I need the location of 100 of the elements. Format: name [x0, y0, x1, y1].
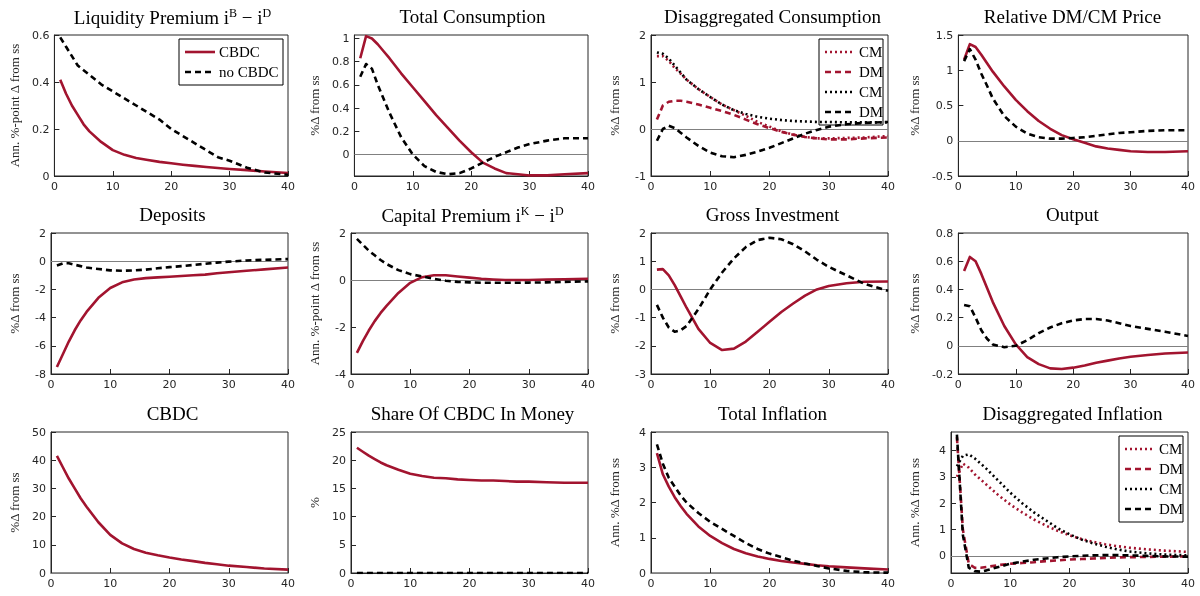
y-tick-label: 0 [639, 122, 646, 136]
x-tick-label: 20 [762, 180, 777, 193]
y-tick-label: 0.4 [935, 282, 954, 296]
x-tick-label: 40 [881, 378, 895, 391]
x-tick-label: 30 [522, 180, 537, 193]
x-tick-label: 20 [1062, 577, 1077, 590]
x-tick-label: 10 [103, 378, 118, 391]
y-axis-title: %Δ from ss [7, 273, 22, 334]
y-tick-label: 0 [339, 273, 346, 287]
x-tick-label: 10 [1003, 577, 1018, 590]
x-tick-label: 10 [103, 577, 118, 590]
legend-label: DM [1159, 501, 1184, 517]
x-tick-label: 10 [405, 180, 420, 193]
chart-title: Deposits [139, 204, 206, 225]
y-tick-label: 0 [639, 282, 646, 296]
x-tick-label: 20 [762, 577, 777, 590]
x-tick-label: 40 [581, 180, 595, 193]
y-tick-label: 3 [939, 470, 946, 484]
y-tick-label: 0.8 [331, 55, 350, 69]
y-tick-label: 2 [639, 28, 646, 42]
y-tick-label: 4 [639, 425, 646, 439]
y-axis-title: Ann. %-point Δ from ss [7, 43, 22, 168]
x-tick-label: 30 [1121, 577, 1136, 590]
y-axis-title: %Δ from ss [307, 75, 322, 136]
y-tick-label: -2 [35, 282, 46, 296]
y-tick-label: 25 [332, 425, 346, 439]
x-tick-label: 20 [162, 577, 177, 590]
y-tick-label: -6 [35, 339, 46, 353]
x-tick-label: 10 [703, 180, 718, 193]
y-tick-label: -1 [635, 311, 646, 325]
y-tick-label: 1 [342, 31, 350, 45]
y-tick-label: 0 [339, 566, 346, 580]
legend-label: DM [859, 64, 884, 80]
y-tick-label: 0.8 [935, 226, 954, 240]
y-tick-label: 50 [32, 425, 46, 439]
x-tick-label: 10 [1008, 180, 1023, 193]
y-tick-label: -0.5 [931, 169, 954, 183]
y-tick-label: 1 [946, 63, 954, 77]
y-tick-label: 2 [339, 226, 346, 240]
y-tick-label: 0 [42, 169, 50, 183]
x-tick-label: 20 [1066, 180, 1081, 193]
y-tick-label: 0.5 [935, 99, 954, 112]
y-tick-label: 0 [342, 148, 350, 162]
y-axis-title: %Δ from ss [607, 75, 622, 136]
chart-title: Disaggregated Inflation [982, 403, 1163, 424]
y-tick-label: -2 [335, 320, 346, 334]
x-tick-label: 10 [105, 180, 120, 193]
x-tick-label: 20 [162, 378, 177, 391]
y-tick-label: -2 [635, 339, 646, 353]
y-axis-title: Ann. %Δ from ss [607, 457, 622, 548]
x-tick-label: 0 [647, 577, 655, 590]
x-tick-label: 30 [521, 577, 536, 590]
x-tick-label: 40 [1181, 180, 1195, 193]
y-tick-label: 0.4 [31, 75, 50, 89]
x-tick-label: 0 [954, 180, 962, 193]
x-tick-label: 20 [1066, 378, 1081, 391]
x-tick-label: 30 [821, 577, 836, 590]
chart-title: Disaggregated Consumption [664, 6, 882, 27]
y-tick-label: 4 [939, 443, 946, 457]
y-tick-label: 0.6 [331, 78, 350, 92]
x-tick-label: 10 [703, 577, 718, 590]
x-tick-label: 40 [881, 577, 895, 590]
legend-label: CBDC [219, 44, 260, 60]
y-tick-label: 40 [32, 453, 46, 467]
y-tick-label: -4 [335, 367, 346, 381]
x-tick-label: 10 [703, 378, 718, 391]
y-axis-title: %Δ from ss [607, 273, 622, 334]
x-tick-label: 40 [281, 378, 295, 391]
x-tick-label: 30 [1123, 378, 1138, 391]
y-tick-label: 20 [332, 453, 346, 467]
chart-title: Gross Investment [705, 204, 840, 225]
legend-label: CM [859, 44, 883, 60]
y-tick-label: 2 [939, 496, 946, 510]
y-tick-label: 0 [946, 339, 954, 353]
y-tick-label: 0 [946, 134, 954, 148]
chart-title: Relative DM/CM Price [983, 6, 1162, 27]
x-tick-label: 0 [647, 180, 655, 193]
y-tick-label: -4 [35, 311, 46, 325]
y-tick-label: 1 [639, 75, 646, 89]
y-tick-label: 2 [639, 226, 646, 240]
legend-label: CM [1159, 441, 1183, 457]
y-tick-label: 0 [939, 549, 946, 563]
x-tick-label: 10 [403, 577, 418, 590]
y-tick-label: 10 [332, 510, 346, 524]
chart-title: Output [1046, 204, 1100, 225]
x-tick-label: 40 [1181, 577, 1195, 590]
x-tick-label: 0 [50, 180, 58, 193]
x-tick-label: 20 [462, 378, 477, 391]
x-tick-label: 40 [1181, 378, 1195, 391]
y-axis-title: Ann. %-point Δ from ss [307, 241, 322, 366]
x-tick-label: 40 [581, 577, 595, 590]
y-tick-label: 0.6 [31, 28, 50, 42]
y-axis-title: % [307, 496, 322, 508]
y-tick-label: 0 [639, 566, 646, 580]
y-tick-label: 1 [639, 531, 646, 545]
y-axis-title: %Δ from ss [907, 273, 922, 334]
y-tick-label: 2 [639, 496, 646, 509]
x-tick-label: 20 [462, 577, 477, 590]
x-tick-label: 30 [221, 378, 236, 391]
y-tick-label: 0.2 [331, 124, 350, 138]
